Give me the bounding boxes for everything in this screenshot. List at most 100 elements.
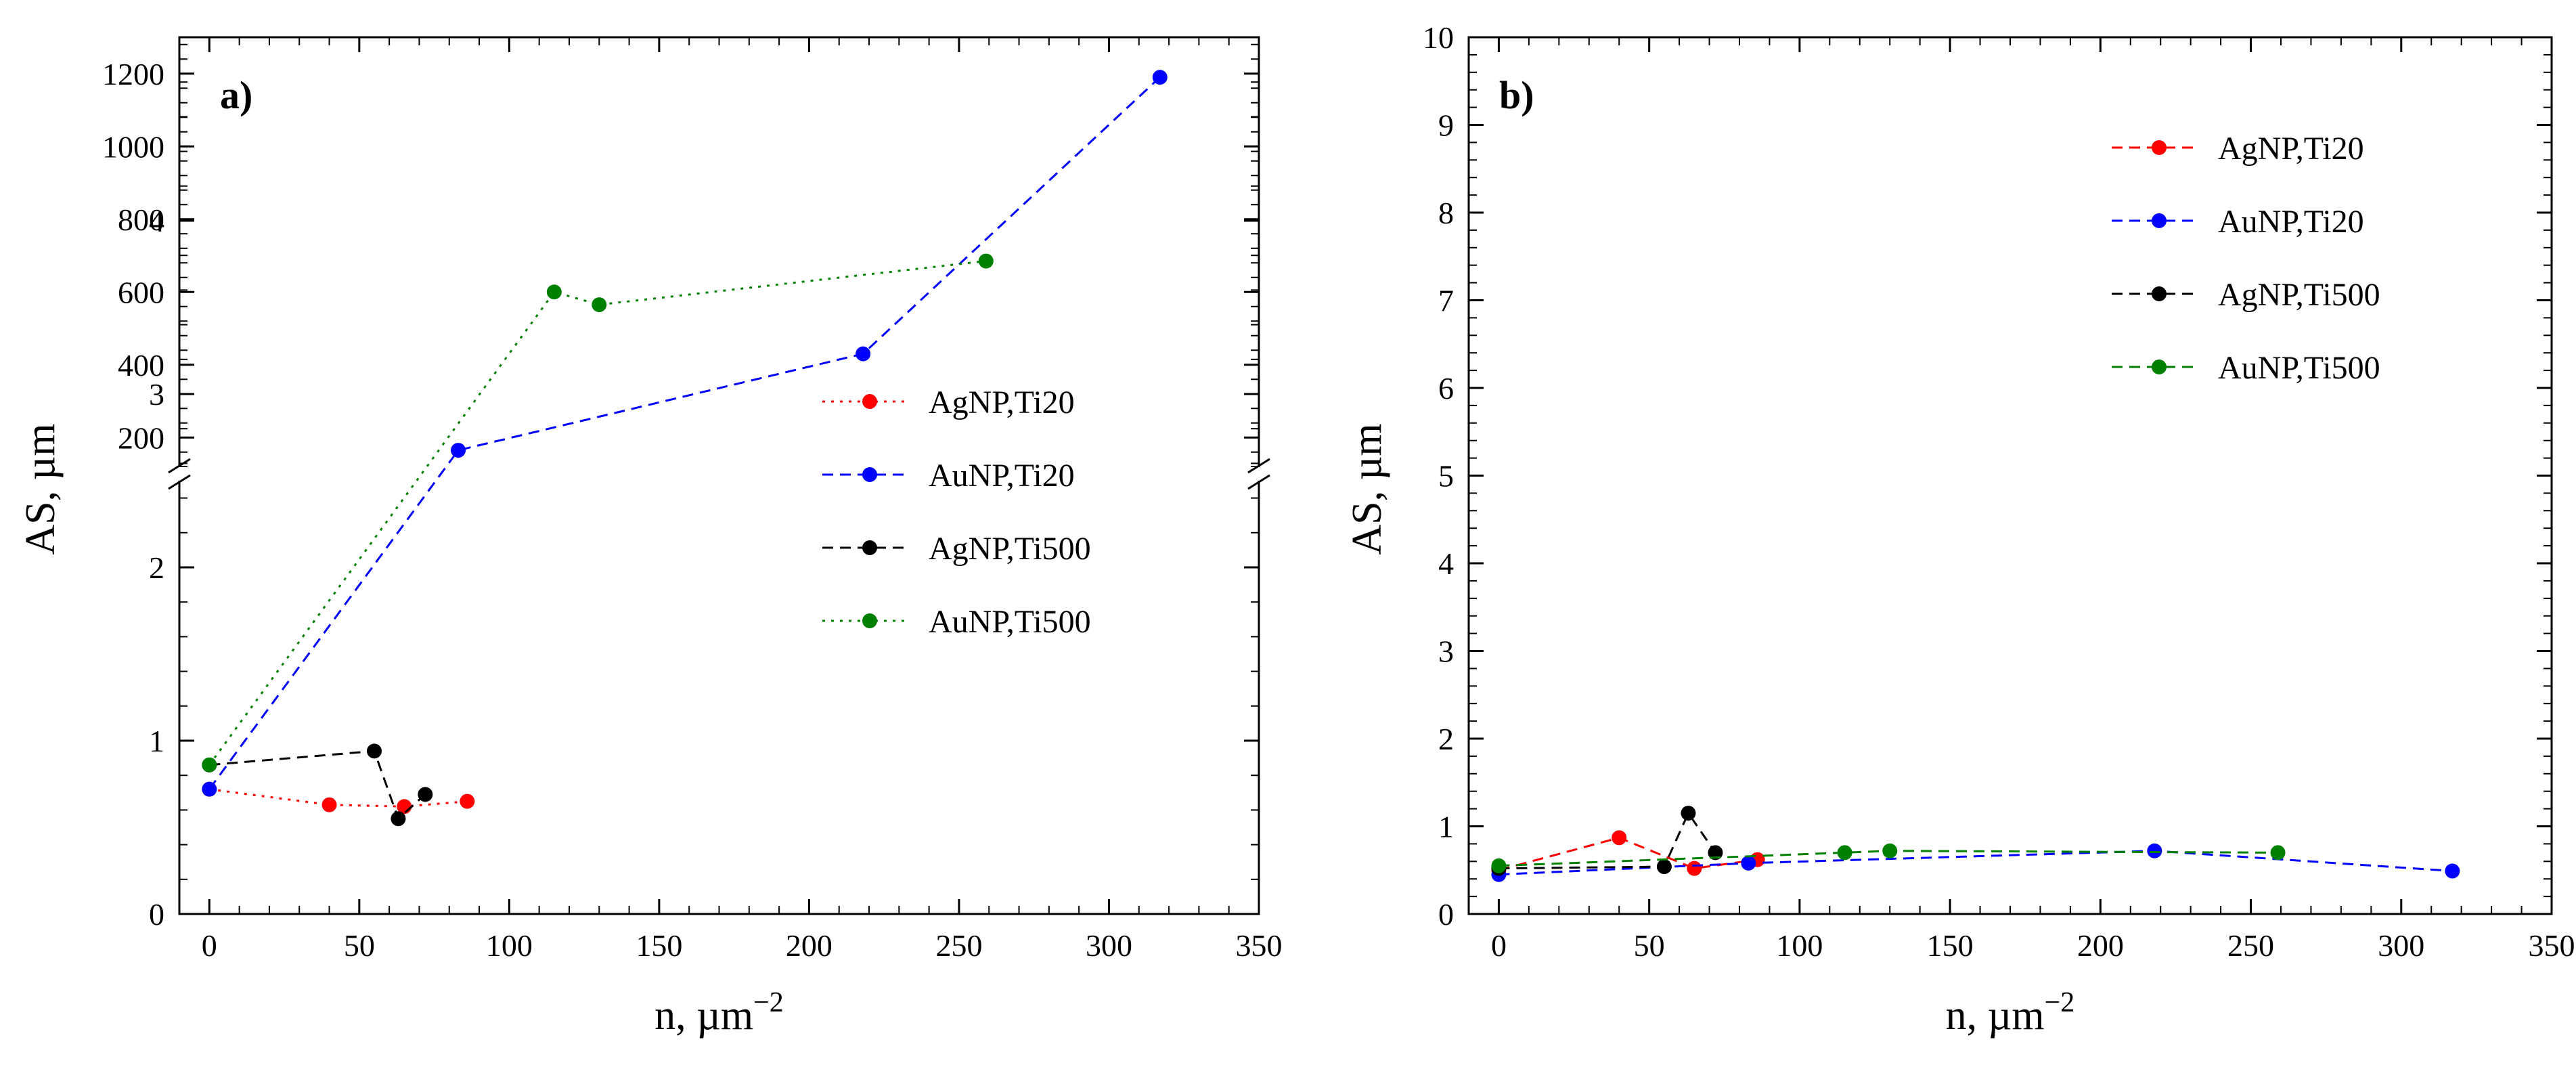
x-tick-label: 350 bbox=[2529, 928, 2575, 963]
y-tick-label: 400 bbox=[118, 348, 164, 383]
data-point-aunp-ti500 bbox=[978, 253, 994, 269]
panel-label: b) bbox=[1499, 73, 1534, 117]
data-point-agnp-ti500 bbox=[366, 743, 382, 759]
y-tick-label: 7 bbox=[1438, 284, 1454, 318]
data-point-aunp-ti500 bbox=[1882, 843, 1898, 858]
x-tick-label: 250 bbox=[935, 928, 982, 963]
x-tick-label: 0 bbox=[202, 928, 217, 963]
data-point-aunp-ti500 bbox=[202, 757, 217, 772]
data-point-aunp-ti20 bbox=[451, 443, 466, 458]
series-line-agnp-ti20 bbox=[1498, 836, 1758, 871]
panel-label: a) bbox=[220, 73, 252, 117]
y-tick-label: 4 bbox=[1438, 546, 1454, 581]
data-point-aunp-ti500 bbox=[1837, 845, 1852, 861]
y-tick-label: 1200 bbox=[102, 57, 164, 91]
axis-break-gap bbox=[170, 467, 189, 481]
x-axis-label-exponent: −2 bbox=[753, 987, 784, 1018]
y-tick-label: 600 bbox=[118, 275, 164, 309]
y-tick-label: 0 bbox=[149, 897, 164, 932]
legend-marker bbox=[2152, 213, 2167, 228]
y-tick-label: 9 bbox=[1438, 108, 1454, 143]
y-tick-label: 0 bbox=[1438, 897, 1454, 932]
x-tick-label: 100 bbox=[486, 928, 533, 963]
series-line-aunp-ti20 bbox=[1498, 850, 2453, 876]
x-tick-label: 150 bbox=[636, 928, 682, 963]
data-point-agnp-ti20 bbox=[1612, 830, 1627, 846]
x-tick-label: 200 bbox=[2077, 928, 2124, 963]
legend-marker bbox=[862, 394, 877, 409]
data-point-aunp-ti500 bbox=[2270, 845, 2286, 861]
data-point-aunp-ti20 bbox=[1741, 855, 1756, 871]
series-line-agnp-ti500 bbox=[1498, 811, 1716, 870]
series-line-aunp-ti500 bbox=[1498, 850, 2278, 867]
legend-label: AuNP,Ti500 bbox=[929, 604, 1091, 640]
data-point-aunp-ti20 bbox=[856, 346, 871, 362]
axis-break-mark bbox=[1247, 458, 1270, 474]
data-point-aunp-ti20 bbox=[202, 781, 217, 797]
y-axis-label: AS, µm bbox=[18, 423, 64, 554]
x-axis-label: n, µm−2 bbox=[1946, 987, 2075, 1039]
y-tick-label: 5 bbox=[1438, 459, 1454, 494]
x-tick-label: 300 bbox=[2378, 928, 2424, 963]
legend-marker bbox=[2152, 140, 2167, 155]
y-tick-label: 10 bbox=[1423, 20, 1454, 55]
data-point-agnp-ti20 bbox=[460, 793, 475, 809]
x-tick-label: 50 bbox=[1634, 928, 1665, 963]
series-line-agnp-ti20 bbox=[209, 788, 468, 808]
data-point-aunp-ti20 bbox=[2445, 863, 2460, 879]
x-axis-label-text: n, µm bbox=[1946, 993, 2045, 1039]
y-tick-label: 8 bbox=[1438, 196, 1454, 230]
x-tick-label: 250 bbox=[2227, 928, 2274, 963]
y-tick-label: 2 bbox=[1438, 722, 1454, 756]
legend-label: AgNP,Ti20 bbox=[929, 385, 1075, 420]
x-axis-label-text: n, µm bbox=[654, 993, 753, 1039]
series-line-agnp-ti500 bbox=[209, 749, 426, 821]
data-point-agnp-ti500 bbox=[1708, 845, 1723, 861]
x-tick-label: 150 bbox=[1927, 928, 1974, 963]
y-tick-label: 200 bbox=[118, 420, 164, 455]
data-point-aunp-ti500 bbox=[592, 297, 607, 313]
plot-frame bbox=[178, 36, 1260, 915]
legend-label: AuNP,Ti20 bbox=[929, 458, 1075, 494]
x-tick-label: 100 bbox=[1776, 928, 1823, 963]
series-line-aunp-ti500 bbox=[208, 260, 986, 766]
axis-break-gap bbox=[1249, 467, 1268, 481]
y-tick-label: 3 bbox=[149, 377, 164, 412]
data-point-aunp-ti500 bbox=[546, 284, 562, 300]
y-tick-label: 1 bbox=[1438, 810, 1454, 844]
y-tick-label: 6 bbox=[1438, 371, 1454, 406]
data-point-agnp-ti500 bbox=[1656, 859, 1672, 875]
x-tick-label: 0 bbox=[1491, 928, 1507, 963]
x-tick-label: 50 bbox=[344, 928, 375, 963]
data-point-aunp-ti20 bbox=[2147, 843, 2162, 858]
chart-panel-a: 0 50 100 150 200 250 300 350 0 1 2 3 4 200 400 600 800 10… bbox=[18, 36, 1283, 1039]
legend-label: AgNP,Ti500 bbox=[929, 531, 1091, 567]
x-tick-label: 200 bbox=[786, 928, 832, 963]
data-point-agnp-ti20 bbox=[1687, 861, 1702, 876]
legend-label: AuNP,Ti20 bbox=[2218, 204, 2364, 240]
data-point-agnp-ti500 bbox=[391, 811, 406, 827]
y-tick-label: 1000 bbox=[102, 129, 164, 164]
legend-label: AuNP,Ti500 bbox=[2218, 350, 2380, 386]
legend-marker bbox=[862, 540, 877, 555]
legend-marker bbox=[2152, 360, 2167, 374]
legend-marker bbox=[862, 613, 877, 628]
legend-marker bbox=[862, 467, 877, 482]
data-point-aunp-ti500 bbox=[1491, 858, 1507, 873]
y-tick-label: 1 bbox=[149, 724, 164, 758]
y-tick-label: 3 bbox=[1438, 634, 1454, 669]
y-tick-label: 800 bbox=[118, 202, 164, 237]
y-tick-label: 4 bbox=[149, 204, 164, 238]
legend-label: AgNP,Ti500 bbox=[2218, 277, 2380, 313]
axis-break-mark bbox=[1247, 474, 1270, 490]
x-tick-label: 300 bbox=[1086, 928, 1132, 963]
chart-panel-b: 0 50 100 150 200 250 300 350 0 1 2 3 4 5 6 7 8 9 10 n, µm−2… bbox=[1344, 20, 2575, 1039]
data-point-agnp-ti20 bbox=[321, 797, 337, 812]
x-tick-label: 350 bbox=[1236, 928, 1283, 963]
series-line-aunp-ti20 bbox=[208, 77, 1161, 790]
legend-marker bbox=[2152, 286, 2167, 301]
axis-break-mark bbox=[168, 458, 191, 474]
y-tick-label: 2 bbox=[149, 550, 164, 585]
data-point-agnp-ti500 bbox=[418, 787, 433, 802]
